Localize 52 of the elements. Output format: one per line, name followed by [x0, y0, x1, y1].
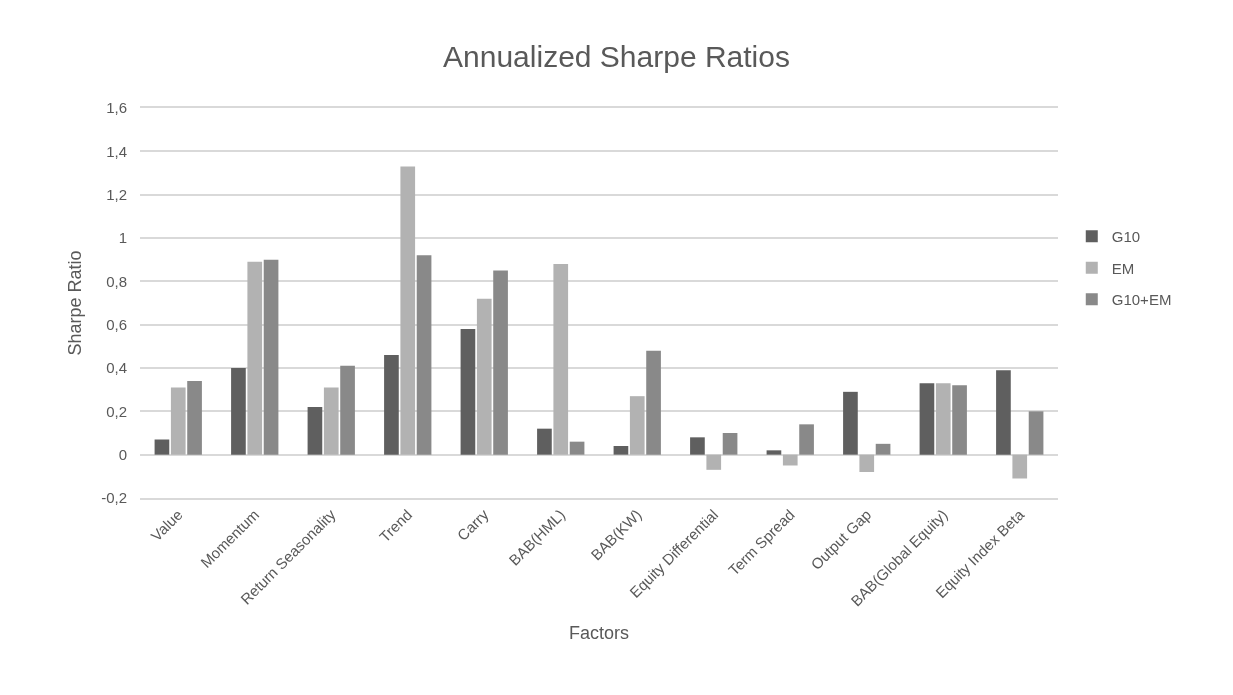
- bar: [400, 166, 416, 455]
- bar: [231, 368, 246, 455]
- bar: [476, 298, 492, 455]
- bar: [646, 350, 661, 455]
- bar: [766, 450, 782, 455]
- y-tick-label: 1,4: [106, 142, 127, 160]
- bar: [323, 387, 339, 455]
- y-axis-title: Sharpe Ratio: [65, 250, 86, 356]
- bar: [569, 441, 585, 455]
- bar: [416, 255, 432, 455]
- bar: [952, 385, 967, 455]
- bar: [919, 383, 935, 455]
- y-tick-label: 0,8: [106, 272, 127, 290]
- bar: [170, 387, 186, 455]
- y-tick-label: 0,2: [106, 402, 127, 420]
- y-tick-label: 0: [118, 445, 127, 463]
- chart-title: Annualized Sharpe Ratios: [443, 39, 790, 73]
- y-tick-label: 1,6: [106, 99, 127, 117]
- bar: [187, 381, 202, 455]
- bar: [690, 437, 705, 455]
- bar: [154, 439, 170, 455]
- bar: [1028, 411, 1044, 455]
- y-tick-label: 1: [118, 229, 127, 247]
- bar: [493, 270, 508, 455]
- bar: [537, 428, 552, 455]
- bar: [843, 391, 858, 455]
- x-axis-title: Factors: [568, 622, 630, 643]
- bar: [996, 370, 1011, 455]
- legend-label: G10: [1111, 228, 1141, 245]
- bar: [782, 454, 798, 466]
- bar: [460, 329, 476, 455]
- bar: [859, 454, 875, 472]
- bar: [1012, 454, 1028, 479]
- y-tick-label: -0,2: [101, 489, 127, 507]
- y-tick-label: 1,2: [106, 185, 127, 203]
- bar: [629, 396, 645, 455]
- bar: [263, 259, 279, 455]
- bar: [875, 443, 891, 455]
- bar: [553, 264, 569, 455]
- bar: [613, 446, 629, 455]
- bar: [935, 383, 951, 455]
- legend-label: G10+EM: [1111, 291, 1172, 308]
- bar: [384, 355, 399, 455]
- y-tick-label: 0,6: [106, 315, 127, 333]
- legend-label: EM: [1111, 259, 1135, 277]
- bar: [340, 365, 355, 455]
- bar: [722, 433, 738, 455]
- y-tick-label: 0,4: [106, 359, 127, 377]
- bar: [799, 424, 814, 455]
- bar: [706, 454, 722, 470]
- bar: [307, 407, 323, 455]
- bar: [247, 261, 263, 455]
